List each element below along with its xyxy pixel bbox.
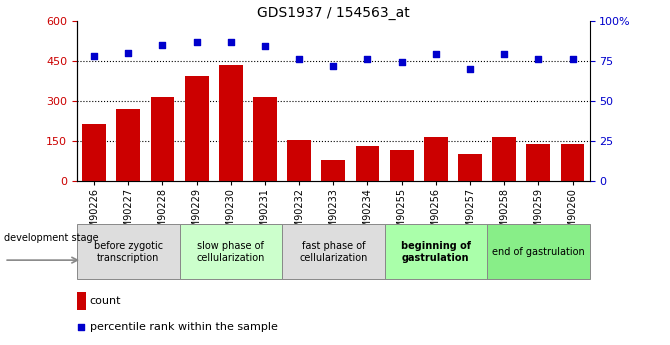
Point [465, 66, 476, 72]
Bar [424, 137, 448, 181]
Bar [390, 150, 413, 181]
Point [397, 60, 407, 65]
Bar [253, 97, 277, 181]
Bar [180, 224, 282, 279]
Bar [322, 160, 345, 181]
Point [192, 39, 202, 44]
Bar [82, 124, 106, 181]
Point [260, 43, 271, 49]
Point [293, 57, 304, 62]
Point [88, 53, 99, 59]
Bar [185, 76, 208, 181]
Bar [458, 155, 482, 181]
Bar [219, 65, 243, 181]
Bar [356, 146, 379, 181]
Bar [282, 224, 385, 279]
Bar [77, 224, 180, 279]
Text: before zygotic
transcription: before zygotic transcription [94, 241, 163, 263]
Bar [77, 292, 86, 310]
Bar [385, 224, 487, 279]
Text: percentile rank within the sample: percentile rank within the sample [90, 322, 277, 332]
Bar [487, 224, 590, 279]
Point [567, 57, 578, 62]
Point [328, 63, 338, 68]
Text: beginning of
gastrulation: beginning of gastrulation [401, 241, 471, 263]
Bar [527, 144, 550, 181]
Text: slow phase of
cellularization: slow phase of cellularization [196, 241, 265, 263]
Bar [287, 140, 311, 181]
Bar [151, 97, 174, 181]
Point [533, 57, 544, 62]
Text: count: count [90, 296, 121, 306]
Point [76, 324, 86, 329]
Point [157, 42, 168, 48]
Text: development stage: development stage [4, 233, 98, 243]
Point [498, 52, 510, 57]
Point [431, 52, 442, 57]
Point [362, 57, 373, 62]
Point [123, 50, 134, 56]
Bar [561, 144, 584, 181]
Point [225, 39, 236, 44]
Text: end of gastrulation: end of gastrulation [492, 247, 585, 257]
Title: GDS1937 / 154563_at: GDS1937 / 154563_at [257, 6, 409, 20]
Text: fast phase of
cellularization: fast phase of cellularization [299, 241, 368, 263]
Bar [492, 137, 516, 181]
Bar [117, 109, 140, 181]
